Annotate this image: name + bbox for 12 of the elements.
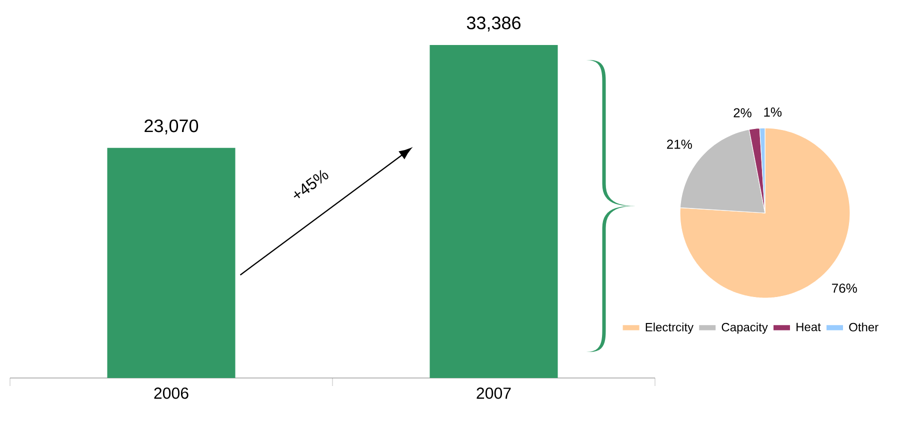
legend-label: Heat	[796, 322, 821, 332]
data-label: 33,386	[466, 16, 520, 32]
legend-label: Capacity	[722, 322, 768, 334]
data-label: 2%	[734, 108, 752, 118]
legend-label: Other	[849, 322, 878, 332]
data-label: 1%	[764, 108, 782, 117]
data-label: 21%	[667, 140, 692, 149]
x-tick-label: 2007	[476, 388, 511, 399]
x-tick-label: 2006	[154, 388, 188, 399]
legend-label: Electrcity	[646, 322, 694, 334]
data-label: 76%	[832, 284, 857, 293]
data-label: 23,070	[144, 119, 198, 134]
